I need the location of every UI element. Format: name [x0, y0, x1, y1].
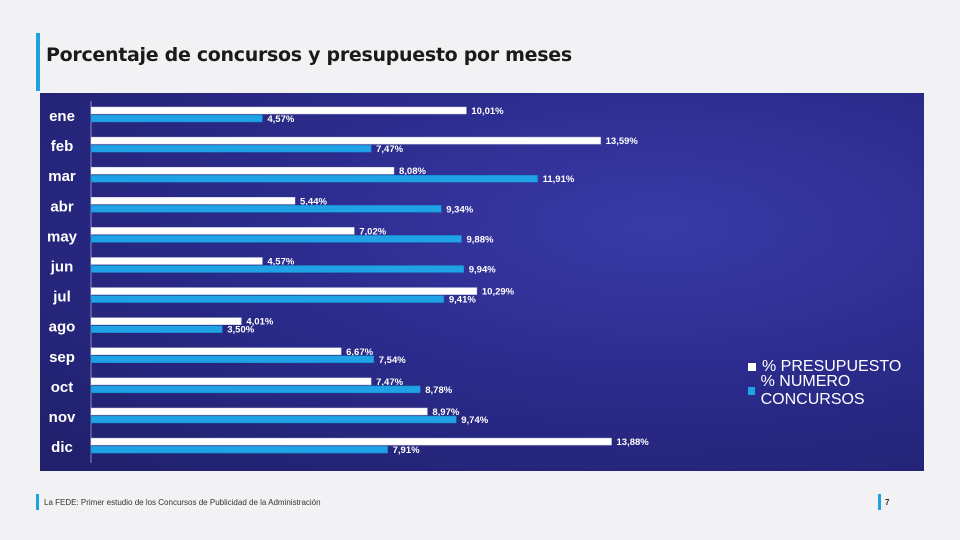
category-label-oct: oct — [51, 379, 74, 396]
legend-item-presupuesto: % PRESUPUESTO — [748, 355, 924, 379]
category-label-sep: sep — [49, 349, 75, 366]
category-label-ene: ene — [49, 108, 75, 125]
data-label-presupuesto-ene: 10,01% — [471, 106, 504, 117]
category-label-jul: jul — [52, 289, 71, 306]
page-number-accent-bar — [878, 494, 881, 510]
data-label-concursos-ene: 4,57% — [267, 114, 294, 125]
data-label-concursos-may: 9,88% — [467, 234, 494, 245]
data-label-concursos-mar: 11,91% — [543, 174, 575, 185]
category-label-ago: ago — [49, 319, 76, 336]
data-label-concursos-oct: 8,78% — [425, 385, 452, 396]
data-label-concursos-feb: 7,47% — [376, 144, 403, 155]
data-label-presupuesto-mar: 8,08% — [399, 166, 426, 177]
legend-label-presupuesto: % PRESUPUESTO — [762, 358, 902, 375]
data-label-presupuesto-jun: 4,57% — [267, 257, 294, 268]
data-label-concursos-sep: 7,54% — [379, 355, 406, 366]
legend-label-concursos: % NUMERO CONCURSOS — [760, 373, 865, 408]
bar-presupuesto-may — [90, 227, 355, 235]
footer-text: La FEDE: Primer estudio de los Concursos… — [44, 498, 321, 507]
data-label-presupuesto-dic: 13,88% — [617, 437, 650, 448]
data-label-concursos-ago: 3,50% — [227, 325, 254, 336]
data-label-presupuesto-abr: 5,44% — [300, 196, 327, 207]
data-label-concursos-abr: 9,34% — [446, 204, 473, 215]
bar-concursos-may — [90, 235, 462, 243]
bar-presupuesto-dic — [90, 437, 612, 446]
slide-title: Porcentaje de concursos y presupuesto po… — [46, 44, 572, 66]
bar-presupuesto-jul — [90, 287, 478, 295]
chart-legend: % PRESUPUESTO % NUMERO CONCURSOS — [748, 355, 924, 408]
category-label-feb: feb — [51, 138, 74, 155]
bar-presupuesto-feb — [90, 136, 601, 145]
data-label-presupuesto-ago: 4,01% — [246, 317, 273, 328]
category-label-jun: jun — [50, 259, 74, 276]
bar-presupuesto-mar — [90, 166, 395, 175]
data-label-concursos-jun: 9,94% — [469, 265, 496, 276]
data-label-presupuesto-may: 7,02% — [359, 226, 386, 237]
bar-concursos-abr — [90, 205, 442, 213]
bar-concursos-feb — [90, 144, 372, 153]
bar-presupuesto-ene — [90, 106, 467, 115]
legend-item-concursos: % NUMERO CONCURSOS — [748, 373, 924, 408]
data-label-concursos-dic: 7,91% — [393, 445, 420, 456]
category-label-abr: abr — [50, 198, 74, 215]
bar-concursos-sep — [90, 355, 374, 364]
bar-concursos-jul — [90, 295, 445, 303]
data-label-concursos-nov: 9,74% — [461, 415, 488, 426]
category-label-mar: mar — [48, 168, 76, 185]
bar-concursos-mar — [90, 174, 538, 183]
category-label-may: may — [47, 228, 78, 245]
bar-presupuesto-jun — [90, 257, 263, 265]
data-label-presupuesto-nov: 8,97% — [432, 407, 459, 418]
category-label-dic: dic — [51, 439, 73, 456]
bar-concursos-oct — [90, 385, 421, 394]
title-accent-bar — [36, 33, 40, 91]
category-label-nov: nov — [49, 409, 76, 426]
footer-accent-bar — [36, 494, 39, 510]
legend-swatch-concursos — [748, 387, 755, 395]
data-label-presupuesto-jul: 10,29% — [482, 287, 515, 298]
bar-chart: ene 10,01% 4,57% feb 13,59% 7,47% mar 8,08% 11,9… — [47, 101, 650, 463]
bar-presupuesto-sep — [90, 347, 342, 356]
bar-presupuesto-oct — [90, 377, 372, 386]
bar-presupuesto-ago — [90, 317, 242, 325]
chart-panel: ene 10,01% 4,57% feb 13,59% 7,47% mar 8,08% 11,9… — [40, 93, 924, 471]
data-label-presupuesto-sep: 6,67% — [346, 347, 373, 358]
legend-swatch-presupuesto — [748, 363, 756, 371]
bar-presupuesto-abr — [90, 197, 296, 205]
data-label-presupuesto-feb: 13,59% — [606, 136, 639, 147]
data-label-concursos-jul: 9,41% — [449, 295, 476, 306]
bar-concursos-nov — [90, 415, 457, 424]
bar-concursos-dic — [90, 445, 388, 454]
page-number: 7 — [885, 498, 890, 507]
bar-concursos-ago — [90, 325, 223, 333]
bar-concursos-ene — [90, 114, 263, 123]
data-label-presupuesto-oct: 7,47% — [376, 377, 403, 388]
bar-concursos-jun — [90, 265, 464, 273]
bar-presupuesto-nov — [90, 407, 428, 416]
